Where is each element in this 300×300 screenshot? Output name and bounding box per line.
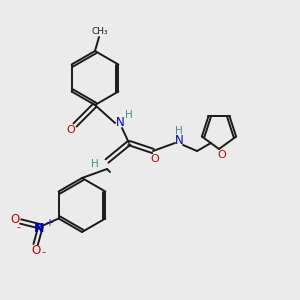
Text: CH₃: CH₃ [92, 28, 108, 37]
Text: O: O [67, 125, 75, 135]
Text: O: O [218, 150, 226, 160]
Text: N: N [116, 116, 124, 128]
Text: -: - [42, 248, 46, 257]
Text: N: N [33, 222, 44, 235]
Text: O: O [31, 244, 40, 257]
Text: N: N [175, 134, 183, 148]
Text: -: - [16, 223, 21, 232]
Text: H: H [175, 126, 183, 136]
Text: O: O [151, 154, 159, 164]
Text: O: O [10, 213, 19, 226]
Text: H: H [91, 159, 99, 169]
Text: H: H [125, 110, 133, 120]
Text: +: + [45, 218, 52, 229]
